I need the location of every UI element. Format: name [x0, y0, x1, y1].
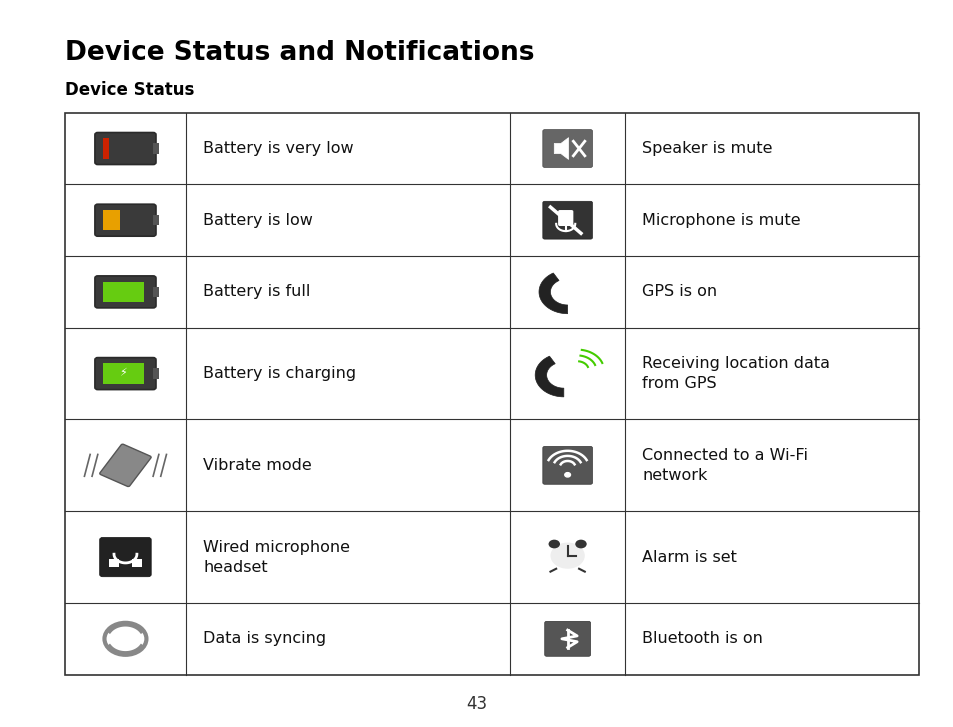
Bar	[132, 558, 142, 567]
Text: Receiving location data
from GPS: Receiving location data from GPS	[641, 356, 829, 391]
Text: Speaker is mute: Speaker is mute	[641, 141, 772, 156]
Text: Battery is very low: Battery is very low	[203, 141, 354, 156]
FancyBboxPatch shape	[544, 622, 590, 656]
Circle shape	[548, 539, 559, 548]
Bar	[103, 138, 110, 158]
Bar	[103, 210, 120, 230]
Text: Battery is low: Battery is low	[203, 213, 313, 228]
FancyBboxPatch shape	[100, 537, 151, 577]
Polygon shape	[535, 356, 563, 397]
Polygon shape	[554, 137, 568, 159]
Text: Data is syncing: Data is syncing	[203, 631, 326, 646]
FancyBboxPatch shape	[558, 210, 573, 226]
Circle shape	[564, 473, 570, 477]
Circle shape	[112, 630, 137, 648]
Text: Vibrate mode: Vibrate mode	[203, 458, 312, 473]
Bar	[103, 364, 144, 384]
Text: Bluetooth is on: Bluetooth is on	[641, 631, 762, 646]
Bar	[103, 281, 144, 302]
FancyBboxPatch shape	[94, 132, 156, 164]
Text: Microphone is mute: Microphone is mute	[641, 213, 800, 228]
FancyBboxPatch shape	[94, 204, 156, 236]
Bar	[65, 113, 918, 675]
Bar	[152, 369, 158, 379]
Text: GPS is on: GPS is on	[641, 284, 717, 300]
FancyBboxPatch shape	[542, 201, 592, 239]
Polygon shape	[538, 273, 567, 313]
FancyBboxPatch shape	[542, 129, 592, 167]
Text: Battery is full: Battery is full	[203, 284, 311, 300]
Text: Wired microphone
headset: Wired microphone headset	[203, 539, 350, 574]
Bar	[152, 286, 158, 297]
Circle shape	[575, 539, 586, 548]
Bar	[109, 558, 118, 567]
Text: ⚡: ⚡	[118, 369, 127, 379]
Text: Alarm is set: Alarm is set	[641, 550, 736, 565]
FancyBboxPatch shape	[100, 444, 151, 486]
Bar	[152, 215, 158, 225]
Bar	[152, 143, 158, 154]
Text: Battery is charging: Battery is charging	[203, 366, 356, 381]
Text: Device Status: Device Status	[65, 81, 194, 100]
FancyBboxPatch shape	[542, 446, 592, 484]
Text: Device Status and Notifications: Device Status and Notifications	[65, 40, 534, 66]
Text: 43: 43	[466, 695, 487, 712]
Text: Connected to a Wi-Fi
network: Connected to a Wi-Fi network	[641, 448, 807, 483]
FancyBboxPatch shape	[94, 358, 156, 390]
Circle shape	[550, 542, 584, 569]
FancyBboxPatch shape	[94, 276, 156, 308]
